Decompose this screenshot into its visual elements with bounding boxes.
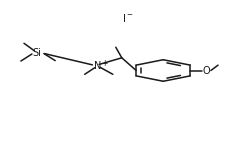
Text: O: O	[203, 66, 210, 75]
Text: Si: Si	[33, 48, 42, 58]
Text: N: N	[94, 61, 101, 70]
Text: +: +	[101, 59, 107, 68]
Text: I$^-$: I$^-$	[122, 12, 134, 24]
